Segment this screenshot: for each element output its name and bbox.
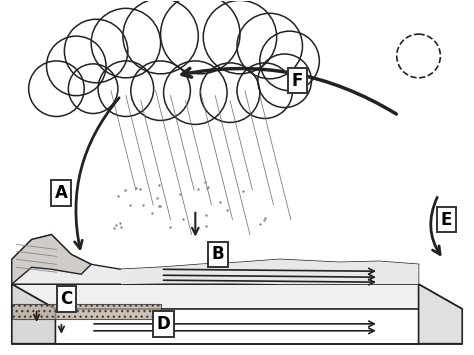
Polygon shape [12, 235, 419, 284]
Circle shape [258, 54, 311, 108]
Circle shape [123, 0, 198, 74]
Circle shape [201, 63, 260, 122]
Polygon shape [419, 284, 462, 344]
Text: B: B [212, 245, 225, 263]
Circle shape [164, 61, 227, 124]
Circle shape [131, 61, 191, 120]
Circle shape [46, 36, 106, 95]
Circle shape [161, 0, 240, 74]
Polygon shape [12, 235, 91, 284]
Circle shape [64, 19, 128, 83]
Circle shape [91, 8, 161, 78]
Text: A: A [55, 184, 68, 202]
Circle shape [237, 63, 292, 119]
Text: D: D [157, 315, 171, 333]
Polygon shape [121, 260, 419, 284]
Circle shape [68, 64, 118, 114]
Circle shape [397, 34, 440, 78]
Circle shape [28, 61, 84, 116]
Circle shape [203, 0, 277, 74]
Text: F: F [292, 72, 303, 90]
Polygon shape [12, 304, 161, 319]
Text: C: C [60, 290, 73, 308]
Polygon shape [12, 284, 462, 309]
Text: E: E [441, 211, 452, 229]
Circle shape [98, 61, 154, 116]
Circle shape [237, 13, 302, 79]
Circle shape [260, 31, 319, 91]
Polygon shape [12, 284, 55, 344]
